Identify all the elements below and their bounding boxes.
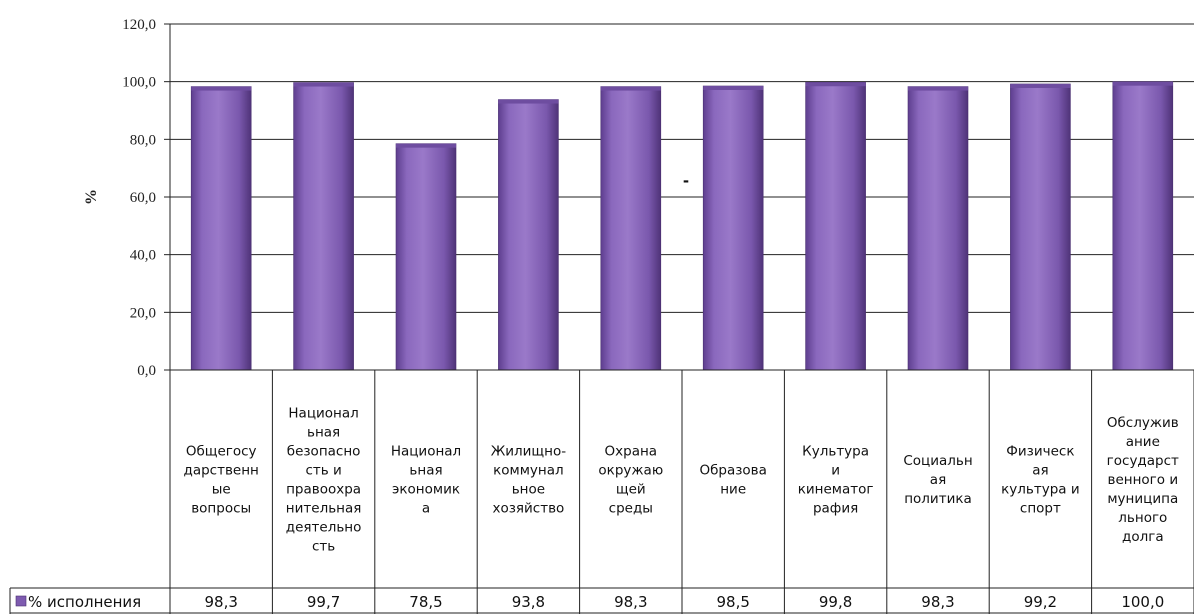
data-label: 98,5: [716, 593, 749, 611]
category-label: Образова ние: [699, 463, 766, 498]
category-label: Общегосу дарственн ые вопросы: [184, 444, 259, 517]
category-label: Жилищно-коммунал ьное хозяйство: [491, 444, 567, 517]
annotation: -: [683, 172, 689, 190]
data-label: 98,3: [204, 593, 237, 611]
bar: [907, 86, 969, 371]
bar-top-edge: [396, 143, 456, 148]
category-label: Национал ьная экономик а: [391, 444, 461, 517]
y-tick-label: 60,0: [130, 190, 156, 206]
data-label: 99,8: [819, 593, 852, 611]
bar: [702, 85, 764, 371]
legend-swatch: [15, 595, 27, 607]
data-label: 98,3: [921, 593, 954, 611]
category-label: Социальн ая политика: [903, 453, 972, 507]
category-label: Обслужив ание государст венного и муниципа ль…: [1107, 415, 1179, 545]
category-label: Культура и кинематог рафия: [798, 444, 874, 517]
bar: [600, 86, 662, 371]
bar-top-edge: [1010, 83, 1071, 88]
category-label: Национал ьная безопасно сть и правоохра нител…: [286, 406, 362, 555]
bar-top-edge: [293, 82, 354, 87]
bar-top-edge: [191, 86, 252, 91]
bar: [395, 143, 457, 371]
data-label: 99,7: [307, 593, 340, 611]
data-label: 99,2: [1024, 593, 1057, 611]
bar-top-edge: [498, 99, 559, 104]
bar-top-edge: [600, 86, 661, 91]
data-label: 98,3: [614, 593, 647, 611]
bar-top-edge: [1112, 81, 1173, 86]
y-tick-label: 0,0: [137, 363, 156, 379]
legend-entry: % исполнения: [28, 593, 141, 611]
bar: [1112, 81, 1174, 371]
bar: [1010, 83, 1071, 371]
category-label: Охрана окружаю щей среды: [598, 444, 663, 517]
bar-top-edge: [908, 86, 968, 91]
data-label: 78,5: [409, 593, 442, 611]
data-label: 93,8: [512, 593, 545, 611]
bar: [190, 86, 252, 371]
y-axis-label: %: [83, 189, 100, 205]
y-tick-label: 20,0: [130, 305, 156, 321]
bar: [293, 82, 354, 371]
data-label: 100,0: [1121, 593, 1164, 611]
bar-top-edge: [805, 82, 866, 87]
bar: [805, 81, 866, 371]
bar-top-edge: [703, 85, 764, 90]
y-tick-label: 100,0: [122, 75, 156, 91]
category-label: Физическ ая культура и спорт: [1001, 444, 1080, 517]
y-tick-label: 120,0: [122, 17, 156, 33]
bar: [498, 99, 559, 371]
y-tick-label: 40,0: [130, 248, 156, 264]
y-tick-label: 80,0: [130, 132, 156, 148]
